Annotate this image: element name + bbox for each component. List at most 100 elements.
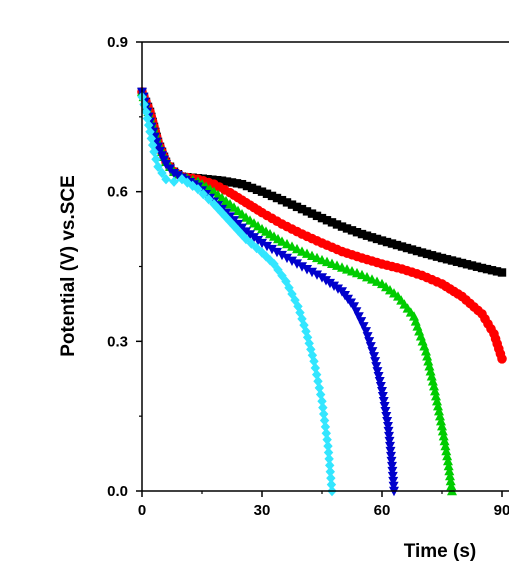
data-point-square — [257, 187, 267, 196]
data-point-triangle-down — [325, 278, 335, 289]
data-point-square — [352, 228, 362, 237]
data-point-diamond — [198, 188, 209, 200]
data-point-square — [437, 253, 447, 263]
data-point-diamond — [157, 167, 167, 179]
data-point-triangle-up — [442, 450, 453, 461]
data-point-square — [477, 263, 487, 273]
series-line — [141, 91, 503, 360]
data-point-square — [252, 185, 262, 194]
axes-layer — [136, 41, 509, 497]
data-point-triangle-down — [267, 244, 277, 255]
data-point-triangle-down — [385, 446, 396, 457]
data-point-square — [272, 193, 282, 203]
data-point-square — [362, 231, 372, 240]
data-point-diamond — [321, 428, 331, 439]
data-point-triangle-down — [378, 397, 389, 407]
data-point-diamond — [193, 183, 203, 195]
data-point-triangle-up — [424, 361, 435, 371]
data-point-triangle-down — [351, 307, 362, 317]
data-point-triangle-up — [440, 440, 451, 451]
data-point-triangle-up — [445, 470, 455, 481]
data-point-circle — [497, 353, 507, 364]
data-point-triangle-up — [287, 241, 297, 251]
data-point-triangle-down — [370, 357, 381, 367]
data-point-diamond — [217, 207, 227, 219]
data-point-triangle-up — [429, 381, 439, 391]
data-point-triangle-down — [365, 342, 376, 352]
data-point-triangle-down — [307, 267, 317, 278]
data-point-triangle-down — [277, 250, 287, 261]
series-layer — [137, 86, 507, 497]
series-triangle-down — [137, 87, 399, 497]
data-point-diamond — [153, 161, 163, 172]
series-diamond — [137, 91, 337, 497]
data-point-diamond — [320, 421, 331, 433]
data-point-triangle-up — [277, 236, 287, 246]
data-point-square — [262, 189, 272, 198]
data-point-triangle-up — [433, 400, 443, 411]
data-point-diamond — [241, 233, 251, 245]
data-point-triangle-down — [287, 256, 297, 266]
data-point-diamond — [237, 229, 247, 240]
x-tick-label: 60 — [374, 502, 391, 519]
data-point-triangle-down — [382, 416, 393, 427]
data-point-triangle-up — [438, 430, 449, 441]
data-point-triangle-down — [297, 262, 307, 272]
data-point-triangle-down — [386, 451, 396, 462]
data-point-square — [442, 255, 452, 264]
data-point-triangle-down — [257, 238, 267, 249]
y-tick-label: 0.6 — [107, 184, 128, 201]
data-point-triangle-up — [423, 356, 434, 366]
data-point-square — [472, 262, 482, 271]
data-point-square — [487, 266, 497, 275]
data-point-square — [372, 234, 382, 244]
data-point-triangle-down — [383, 421, 393, 432]
data-point-square — [307, 209, 317, 218]
data-point-triangle-down — [388, 476, 399, 487]
data-point-diamond — [325, 460, 335, 471]
data-point-square — [427, 251, 437, 260]
data-point-diamond — [318, 402, 328, 413]
data-point-square — [242, 181, 252, 191]
data-point-diamond — [326, 472, 336, 484]
data-point-triangle-up — [441, 445, 452, 456]
data-point-triangle-up — [445, 475, 456, 486]
data-point-diamond — [213, 203, 223, 214]
data-point-diamond — [324, 453, 334, 465]
data-point-triangle-up — [439, 435, 450, 446]
data-point-diamond — [177, 173, 187, 185]
data-point-diamond — [225, 216, 235, 227]
data-point-triangle-up — [435, 410, 445, 421]
x-axis-title: Time (s) — [404, 541, 477, 562]
data-point-square — [217, 176, 227, 185]
data-point-square — [342, 224, 352, 233]
x-tick-label: 90 — [494, 502, 509, 519]
data-point-square — [297, 204, 307, 214]
data-point-square — [412, 246, 422, 256]
data-point-triangle-up — [431, 391, 441, 401]
data-point-square — [277, 195, 287, 205]
data-point-triangle-up — [292, 243, 302, 254]
data-point-square — [387, 239, 397, 248]
data-point-square — [492, 267, 502, 276]
data-point-triangle-down — [383, 426, 394, 437]
data-point-square — [312, 211, 322, 221]
data-point-square — [357, 229, 367, 239]
data-point-square — [213, 175, 222, 185]
data-point-square — [282, 198, 292, 207]
series-line — [141, 96, 333, 492]
data-point-square — [447, 256, 457, 265]
data-point-diamond — [323, 440, 333, 452]
data-point-triangle-up — [426, 371, 437, 381]
data-point-diamond — [322, 434, 332, 445]
data-point-triangle-down — [356, 317, 367, 327]
data-point-diamond — [209, 198, 219, 210]
data-point-triangle-down — [380, 406, 391, 417]
data-point-triangle-down — [371, 362, 382, 372]
data-point-triangle-down — [317, 273, 327, 283]
series-circle — [137, 87, 507, 364]
y-axis-title: Potential (V) vs.SCE — [58, 175, 79, 357]
data-point-square — [247, 183, 257, 193]
data-point-triangle-down — [262, 241, 272, 252]
data-point-triangle-down — [302, 265, 312, 275]
